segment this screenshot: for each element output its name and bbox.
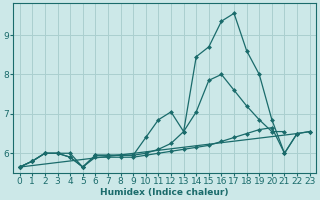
X-axis label: Humidex (Indice chaleur): Humidex (Indice chaleur) [100, 188, 229, 197]
